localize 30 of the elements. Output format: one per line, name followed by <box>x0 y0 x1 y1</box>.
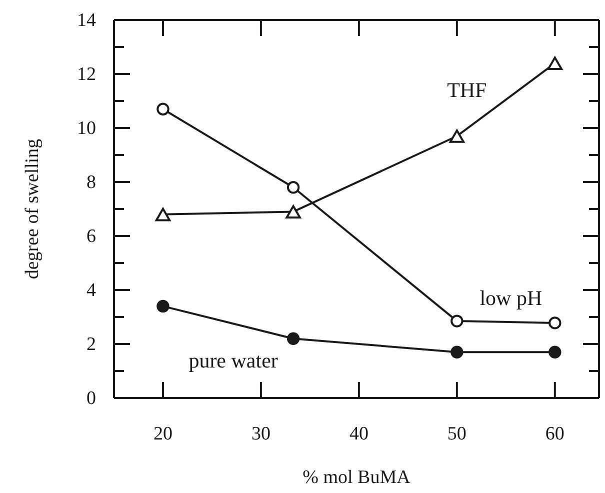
point <box>286 181 300 194</box>
point <box>548 346 562 358</box>
point <box>548 316 562 330</box>
point <box>450 346 464 358</box>
y-tick-label: 14 <box>77 10 96 32</box>
legend-label: low pH <box>480 286 542 310</box>
y-tick-label: 10 <box>77 118 96 140</box>
y-axis-title: degree of swelling <box>22 138 43 280</box>
x-tick-label: 40 <box>349 423 368 444</box>
series-label: THF <box>447 78 487 102</box>
x-axis-title: % mol BuMA <box>302 467 411 488</box>
series-label: pure water <box>188 348 278 373</box>
x-tick-label: 60 <box>545 423 564 444</box>
y-tick-label: 4 <box>86 280 96 302</box>
point <box>155 208 171 222</box>
y-tick-label: 0 <box>86 388 96 410</box>
y-tick-label: 12 <box>77 64 96 86</box>
point <box>156 300 170 313</box>
point <box>156 102 170 116</box>
point <box>450 314 464 328</box>
y-tick-label: 2 <box>86 334 96 356</box>
y-tick-label: 6 <box>86 226 96 248</box>
point <box>547 56 562 70</box>
x-tick-label: 50 <box>447 423 466 444</box>
point <box>286 332 300 345</box>
point <box>449 130 465 143</box>
x-tick-label: 30 <box>251 423 270 444</box>
x-tick-label: 20 <box>153 423 172 444</box>
point <box>286 205 301 218</box>
y-tick-label: 8 <box>86 172 96 194</box>
